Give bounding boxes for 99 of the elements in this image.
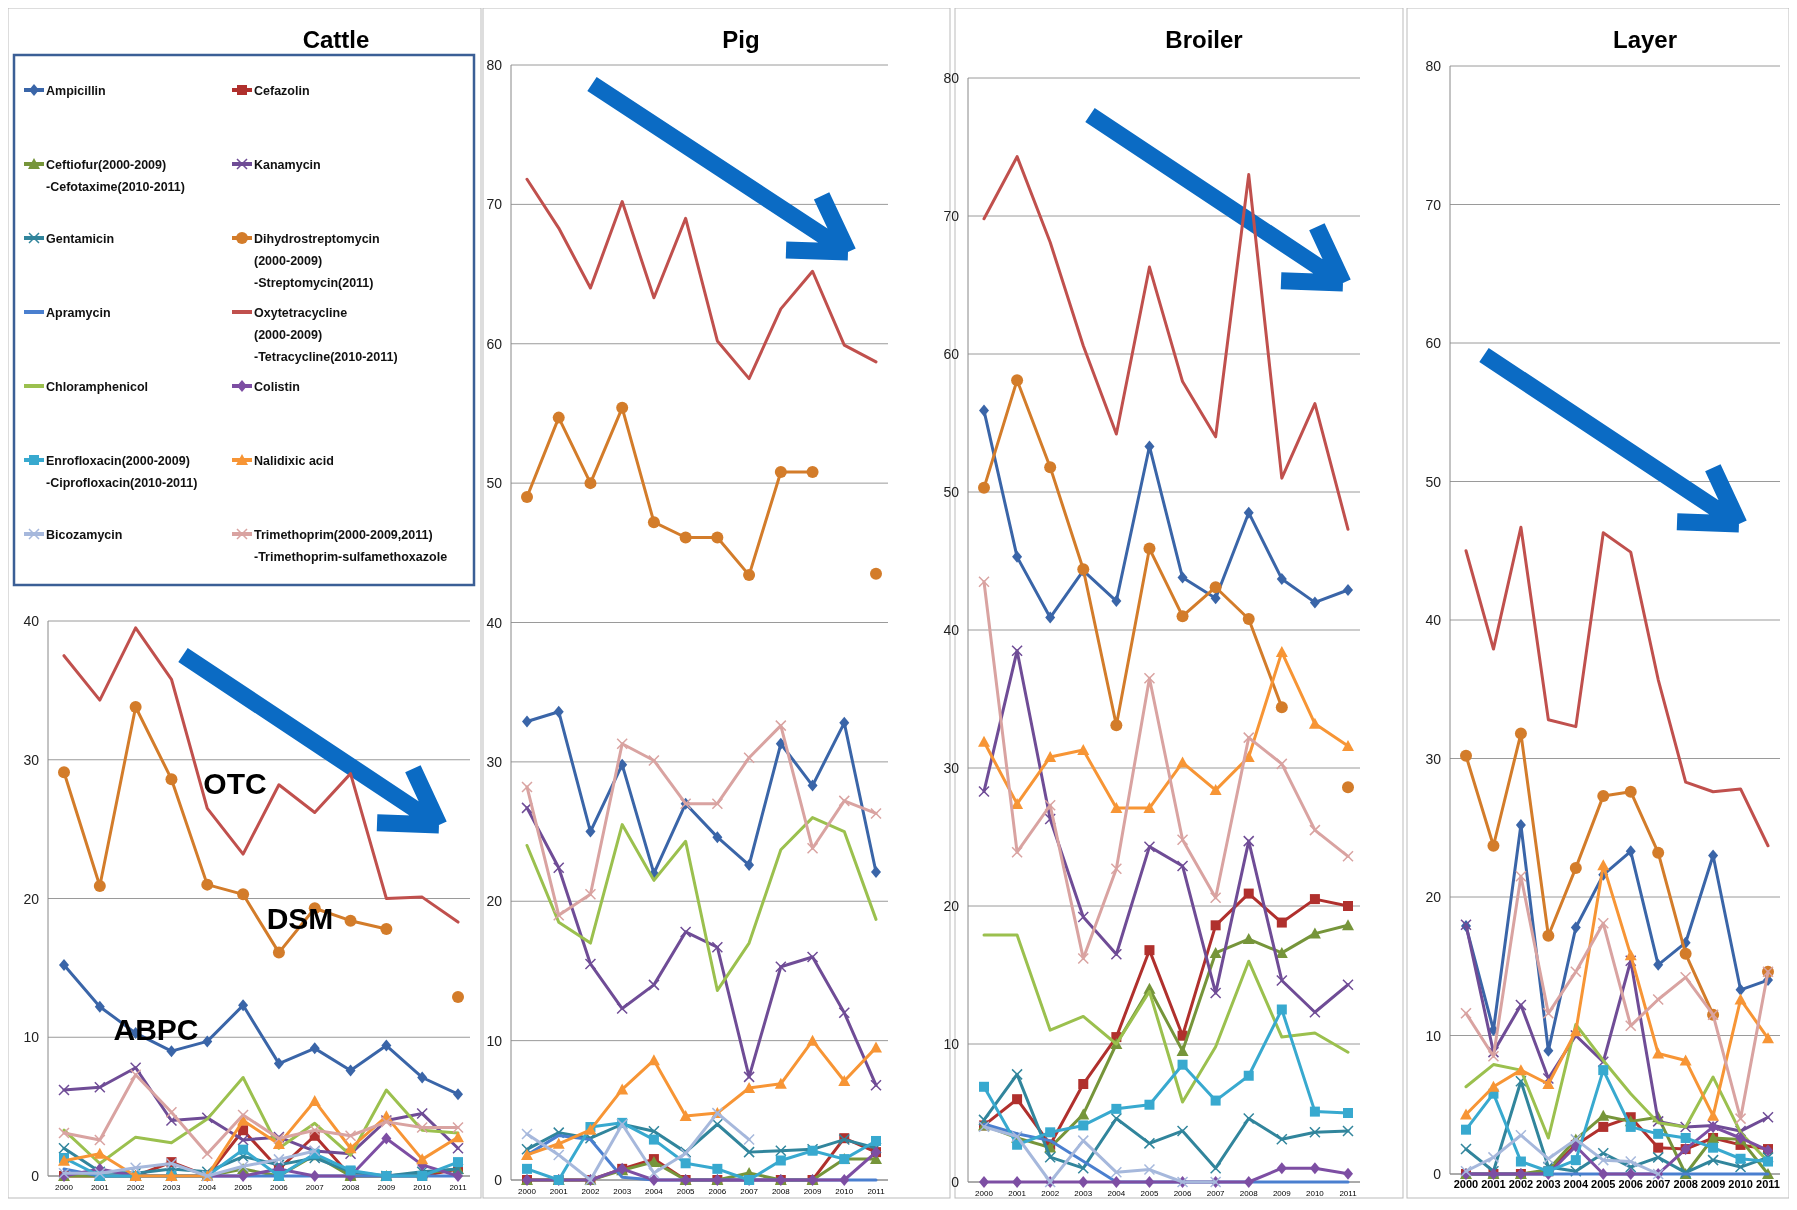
chart-title: Cattle xyxy=(302,26,370,53)
y-tick-label: 60 xyxy=(943,346,960,362)
legend-label: Ampicillin xyxy=(46,84,106,98)
x-tick-label: 2008 xyxy=(1239,1189,1259,1198)
x-tick-label: 2009 xyxy=(377,1183,396,1192)
x-tick-label: 2011 xyxy=(1339,1189,1358,1198)
y-tick-label: 20 xyxy=(943,898,960,914)
legend-label: Chloramphenicol xyxy=(46,380,149,394)
x-tick-label: 2004 xyxy=(1563,1178,1589,1190)
y-tick-label: 10 xyxy=(943,1036,960,1052)
y-tick-label: 0 xyxy=(951,1174,960,1190)
x-tick-label: 2009 xyxy=(1272,1189,1292,1198)
y-tick-label: 30 xyxy=(23,751,40,768)
x-tick-label: 2008 xyxy=(341,1183,360,1192)
legend-label: Nalidixic acid xyxy=(254,454,334,468)
legend-label: Ceftiofur(2000-2009) -Cefotaxime(2010-2011) xyxy=(46,158,185,194)
x-tick-label: 2010 xyxy=(1306,1189,1325,1198)
x-tick-label: 2007 xyxy=(740,1187,759,1196)
y-tick-label: 20 xyxy=(486,893,503,910)
legend-label: Trimethoprim(2000-2009,2011) -Trimethoprim-sulfamethoxazole xyxy=(254,528,448,564)
y-tick-label: 10 xyxy=(486,1032,503,1049)
x-tick-label: 2007 xyxy=(305,1183,325,1192)
x-tick-label: 2011 xyxy=(867,1187,886,1196)
x-tick-label: 2008 xyxy=(1673,1178,1698,1190)
x-tick-label: 2006 xyxy=(1173,1189,1192,1198)
y-tick-label: 60 xyxy=(486,335,503,352)
annotation: OTC xyxy=(203,767,267,800)
x-tick-label: 2005 xyxy=(1591,1178,1616,1190)
x-tick-label: 2006 xyxy=(708,1187,727,1196)
y-tick-label: 0 xyxy=(494,1172,503,1188)
x-tick-label: 2002 xyxy=(581,1187,600,1196)
x-tick-label: 2007 xyxy=(1206,1189,1226,1198)
y-tick-label: 0 xyxy=(31,1168,40,1184)
x-tick-label: 2010 xyxy=(835,1187,854,1196)
x-tick-label: 2005 xyxy=(676,1187,696,1196)
x-tick-label: 2003 xyxy=(1074,1189,1093,1198)
x-tick-label: 2001 xyxy=(549,1187,569,1196)
legend-label: Bicozamycin xyxy=(46,528,123,542)
y-tick-label: 50 xyxy=(1425,473,1442,490)
x-tick-label: 2002 xyxy=(1508,1178,1534,1190)
y-tick-label: 10 xyxy=(23,1029,40,1046)
x-tick-label: 2004 xyxy=(198,1183,217,1192)
y-tick-label: 20 xyxy=(1425,889,1442,905)
y-tick-label: 0 xyxy=(1433,1166,1442,1182)
legend-label: Dihydrostreptomycin (2000-2009) -Streptomycin(2011) xyxy=(254,232,380,290)
y-tick-label: 40 xyxy=(943,622,960,638)
y-tick-label: 70 xyxy=(486,196,503,213)
x-tick-label: 2003 xyxy=(613,1187,632,1196)
x-tick-label: 2010 xyxy=(1728,1178,1753,1190)
legend-label: Apramycin xyxy=(46,306,111,320)
legend-label: Colistin xyxy=(254,380,300,394)
x-tick-label: 2000 xyxy=(975,1189,994,1198)
x-tick-label: 2004 xyxy=(645,1187,664,1196)
x-tick-label: 2001 xyxy=(1481,1178,1506,1190)
y-tick-label: 70 xyxy=(943,208,960,224)
x-tick-label: 2008 xyxy=(771,1187,791,1196)
y-tick-label: 30 xyxy=(943,760,960,776)
x-tick-label: 2005 xyxy=(234,1183,253,1192)
x-tick-label: 2003 xyxy=(162,1183,181,1192)
y-tick-label: 80 xyxy=(486,57,503,73)
x-tick-label: 2009 xyxy=(1700,1178,1726,1190)
x-tick-label: 2002 xyxy=(1041,1189,1060,1198)
x-tick-label: 2006 xyxy=(270,1183,289,1192)
x-tick-label: 2011 xyxy=(1756,1178,1780,1190)
legend-label: Cefazolin xyxy=(254,84,310,98)
y-tick-label: 50 xyxy=(943,484,960,500)
x-tick-label: 2005 xyxy=(1140,1189,1159,1198)
x-tick-label: 2001 xyxy=(1008,1189,1027,1198)
x-tick-label: 2001 xyxy=(90,1183,110,1192)
y-tick-label: 40 xyxy=(486,614,503,631)
legend-label: Kanamycin xyxy=(254,158,321,172)
y-tick-label: 70 xyxy=(1425,196,1442,213)
legend-label: Enrofloxacin(2000-2009) -Ciprofloxacin(2010-2011) xyxy=(46,454,198,490)
x-tick-label: 2010 xyxy=(413,1183,432,1192)
x-tick-label: 2009 xyxy=(803,1187,822,1196)
y-tick-label: 10 xyxy=(1425,1027,1442,1044)
legend-label: Oxytetracycline (2000-2009) -Tetracycline(2010-2011) xyxy=(254,306,398,364)
x-tick-label: 2002 xyxy=(126,1183,146,1192)
y-tick-label: 80 xyxy=(943,70,960,86)
x-tick-label: 2011 xyxy=(449,1183,468,1192)
x-tick-label: 2006 xyxy=(1618,1178,1643,1190)
y-tick-label: 60 xyxy=(1425,335,1442,351)
x-tick-label: 2003 xyxy=(1536,1178,1561,1190)
y-tick-label: 40 xyxy=(1425,612,1442,628)
x-tick-label: 2000 xyxy=(55,1183,74,1192)
y-tick-label: 30 xyxy=(486,753,503,770)
chart-title: Pig xyxy=(722,26,760,53)
chart-title: Broiler xyxy=(1165,26,1243,53)
x-tick-label: 2000 xyxy=(1453,1178,1479,1190)
x-tick-label: 2000 xyxy=(518,1187,537,1196)
legend-label: Gentamicin xyxy=(46,232,115,246)
chart-title: Layer xyxy=(1612,26,1678,53)
x-tick-label: 2004 xyxy=(1107,1189,1126,1198)
x-tick-label: 2007 xyxy=(1645,1178,1671,1190)
y-tick-label: 40 xyxy=(23,613,40,629)
y-tick-label: 30 xyxy=(1425,750,1442,767)
y-tick-label: 50 xyxy=(486,475,503,492)
y-tick-label: 80 xyxy=(1425,58,1442,74)
y-tick-label: 20 xyxy=(23,890,40,907)
